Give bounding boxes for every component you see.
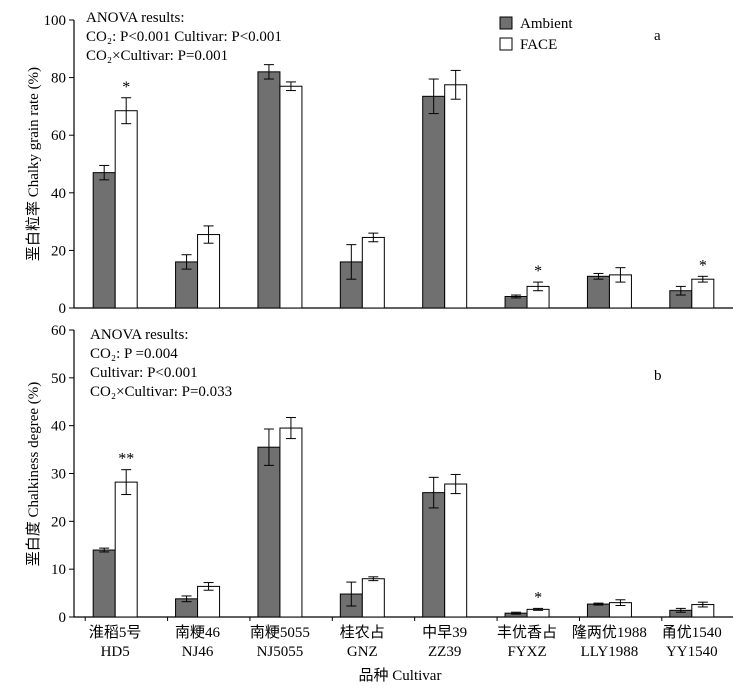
panel-a-anova-line1: CO₂: P<0.001 Cultivar: P<0.001 [86, 29, 282, 45]
bar-face [114, 481, 138, 618]
x-axis-title: 品种 Cultivar [359, 667, 442, 684]
y-tick-label: 50 [51, 371, 66, 387]
bar-ambient [257, 446, 281, 618]
significance-marker: * [699, 257, 707, 274]
bar-face [444, 483, 468, 618]
category-label-en: NJ46 [182, 644, 214, 660]
panel-a-y-ticks: 0 20 40 60 80 100 [44, 13, 74, 317]
y-tick-label: 100 [44, 13, 67, 29]
bar-face [361, 236, 385, 309]
bar-face [197, 234, 221, 309]
legend-swatch-face [499, 37, 513, 51]
y-tick-label: 10 [51, 562, 66, 578]
category-label-zh: 淮稻5号 [89, 624, 142, 641]
category-label-zh: 南粳5055 [250, 624, 310, 641]
significance-marker: * [122, 79, 130, 96]
panel-b-anova-line3: CO₂×Cultivar: P=0.033 [90, 384, 232, 400]
category-label-zh: 中早39 [422, 624, 467, 641]
bar-ambient [586, 603, 610, 618]
y-tick-label: 30 [51, 467, 66, 483]
y-tick-label: 40 [51, 186, 66, 202]
category-label-en: ZZ39 [428, 644, 461, 660]
panel-b-letter: b [654, 368, 662, 384]
panel-a: 0 20 40 60 80 100 * * * 垩白粒率 Chalky grain rate … [25, 10, 733, 317]
y-tick-label: 0 [59, 301, 67, 317]
bar-face [691, 278, 715, 309]
legend-label-face: FACE [520, 37, 557, 53]
bar-ambient [422, 95, 446, 309]
category-label-en: LLY1988 [581, 644, 639, 660]
bar-ambient [92, 549, 116, 618]
panel-b-y-ticks: 0 10 20 30 40 50 60 [51, 323, 74, 626]
panel-a-bars: * * * [92, 64, 715, 309]
category-label-zh: 丰优香占 [497, 624, 557, 641]
legend-swatch-ambient [499, 16, 513, 30]
bar-face [279, 427, 303, 618]
category-label-en: FYXZ [507, 644, 546, 660]
bar-face [444, 84, 468, 309]
bar-face [361, 578, 385, 618]
legend-label-ambient: Ambient [520, 16, 573, 32]
category-label-en: GNZ [347, 644, 378, 660]
y-tick-label: 0 [59, 610, 67, 626]
bar-ambient [586, 275, 610, 309]
panel-a-anova-line2: CO₂×Cultivar: P=0.001 [86, 48, 228, 64]
bar-ambient [422, 492, 446, 618]
bar-ambient [92, 172, 116, 309]
category-label-en: YY1540 [666, 644, 718, 660]
significance-marker: * [534, 263, 542, 280]
panel-a-letter: a [654, 28, 661, 44]
category-label-en: NJ5055 [257, 644, 304, 660]
significance-marker: * [534, 589, 542, 606]
panel-b-y-label: 垩白度 Chalkiness degree (%) [25, 382, 42, 567]
bar-face [114, 110, 138, 309]
bar-ambient [257, 71, 281, 309]
legend: Ambient FACE [499, 16, 573, 53]
panel-b-bars: *** [92, 417, 715, 618]
category-label-en: HD5 [101, 644, 130, 660]
panel-b-anova-title: ANOVA results: [90, 327, 188, 343]
significance-marker: ** [118, 451, 134, 468]
category-label-zh: 甬优1540 [662, 624, 722, 641]
bar-face [197, 585, 221, 618]
category-labels: 淮稻5号 HD5 南粳46 NJ46 南粳5055 NJ5055 桂农占 GNZ 中早39 ZZ3… [84, 617, 722, 660]
y-tick-label: 20 [51, 243, 66, 259]
y-tick-label: 20 [51, 514, 66, 530]
bar-face [279, 85, 303, 309]
category-label-zh: 南粳46 [175, 624, 221, 641]
category-label-zh: 隆两优1988 [572, 624, 647, 641]
panel-a-anova-title: ANOVA results: [86, 10, 184, 26]
y-tick-label: 60 [51, 128, 66, 144]
category-label-zh: 桂农占 [340, 624, 385, 641]
panel-b-anova-line2: Cultivar: P<0.001 [90, 365, 198, 381]
panel-b-anova-line1: CO₂: P =0.004 [90, 346, 178, 362]
y-tick-label: 60 [51, 323, 66, 339]
y-tick-label: 40 [51, 419, 66, 435]
panel-a-y-label: 垩白粒率 Chalky grain rate (%) [25, 67, 42, 261]
y-tick-label: 80 [51, 71, 66, 87]
